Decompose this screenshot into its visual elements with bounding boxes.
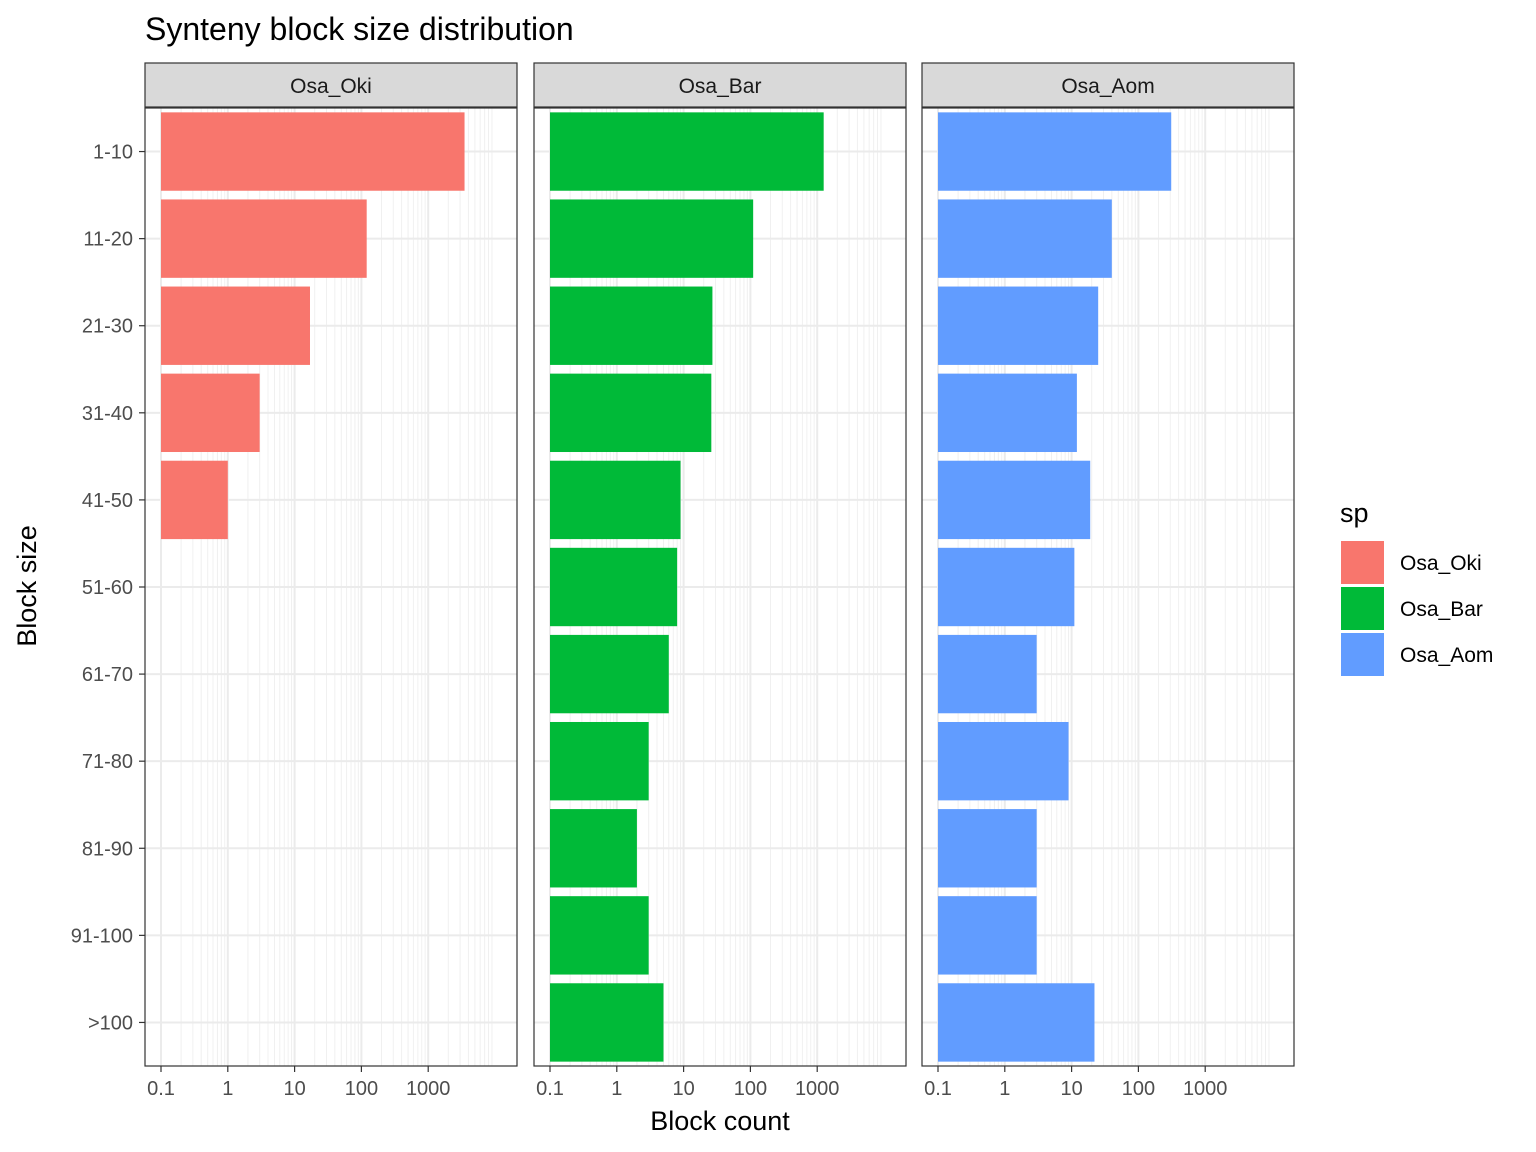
y-axis-title: Block size — [12, 525, 42, 647]
bar-Osa_Bar-61-70 — [550, 634, 669, 714]
y-axis: 1-10 11-20 21-30 31-40 41-50 51-60 61-70 71-80 8… — [71, 142, 145, 1034]
bar-Osa_Bar-21-30 — [550, 286, 713, 365]
bar-Osa_Bar-11-20 — [550, 199, 754, 278]
x-tick-label: 1 — [999, 1078, 1010, 1100]
x-tick-label: 1000 — [795, 1078, 840, 1100]
panel-border — [921, 107, 1295, 1067]
bar-Osa_Bar-91-100 — [550, 896, 649, 975]
y-tick-label: 41-50 — [82, 490, 133, 512]
bar-Osa_Oki-11-20 — [161, 199, 367, 278]
y-tick-label: 1-10 — [93, 142, 133, 164]
facet-strip-label: Osa_Aom — [1061, 75, 1154, 98]
legend-title: sp — [1340, 498, 1369, 528]
legend: sp Osa_Oki Osa_Bar Osa_Aom — [1340, 498, 1493, 676]
y-tick-label: 91-100 — [71, 925, 133, 947]
y-tick-label: 81-90 — [82, 838, 133, 860]
y-tick-label: >100 — [88, 1012, 133, 1034]
bar-Osa_Aom-71-80 — [938, 721, 1069, 801]
bar-Osa_Oki-21-30 — [161, 286, 310, 365]
x-tick-label: 0.1 — [536, 1078, 564, 1100]
panel-Osa_Bar: Osa_Bar 0.1 1 10 100 1000 — [533, 62, 907, 1100]
legend-label-Osa_Oki: Osa_Oki — [1400, 552, 1482, 575]
x-tick-label: 1 — [222, 1078, 233, 1100]
bar-Osa_Bar-31-40 — [550, 373, 712, 453]
x-tick-label: 100 — [1122, 1078, 1155, 1100]
bar-Osa_Bar-81-90 — [550, 809, 637, 888]
legend-label-Osa_Bar: Osa_Bar — [1400, 598, 1483, 621]
bar-Osa_Bar-41-50 — [550, 460, 681, 540]
legend-swatch-Osa_Aom — [1341, 633, 1384, 676]
facet-strip — [533, 62, 907, 108]
x-tick-label: 100 — [345, 1078, 378, 1100]
y-tick-label: 71-80 — [82, 751, 133, 773]
legend-label-Osa_Aom: Osa_Aom — [1400, 644, 1493, 667]
bar-Osa_Bar-1-10 — [550, 112, 824, 191]
bar-Osa_Aom-31-40 — [938, 373, 1077, 453]
chart-title: Synteny block size distribution — [145, 11, 574, 47]
bar-Osa_Oki-1-10 — [161, 112, 465, 191]
panel-Osa_Aom: Osa_Aom 0.1 1 10 100 1000 — [921, 62, 1295, 1100]
legend-swatch-Osa_Oki — [1341, 541, 1384, 584]
x-tick-label: 1000 — [1183, 1078, 1228, 1100]
panel-border — [533, 107, 907, 1067]
bar-Osa_Bar-71-80 — [550, 721, 649, 801]
panel-Osa_Oki: Osa_Oki 0.1 1 10 100 1000 — [144, 62, 518, 1100]
x-tick-label: 10 — [283, 1078, 305, 1100]
y-tick-label: 21-30 — [82, 316, 133, 338]
bar-Osa_Aom-11-20 — [938, 199, 1112, 278]
x-tick-label: 10 — [672, 1078, 694, 1100]
facet-strip — [921, 62, 1295, 108]
legend-swatch-Osa_Bar — [1341, 587, 1384, 630]
bar-Osa_Bar-51-60 — [550, 547, 678, 627]
bar-Osa_Bar->100 — [550, 983, 664, 1062]
x-tick-label: 1000 — [406, 1078, 451, 1100]
bar-Osa_Aom-41-50 — [938, 460, 1091, 540]
x-tick-label: 0.1 — [147, 1078, 175, 1100]
y-tick-label: 11-20 — [83, 229, 133, 251]
bar-Osa_Aom-81-90 — [938, 809, 1037, 888]
y-tick-label: 61-70 — [82, 664, 133, 686]
bar-Osa_Aom-1-10 — [938, 112, 1172, 191]
x-tick-label: 10 — [1060, 1078, 1082, 1100]
x-axis-title: Block count — [650, 1106, 790, 1136]
y-tick-label: 31-40 — [82, 403, 133, 425]
x-tick-label: 0.1 — [924, 1078, 952, 1100]
facet-strip-label: Osa_Oki — [290, 75, 372, 98]
x-tick-label: 100 — [734, 1078, 767, 1100]
bar-Osa_Oki-41-50 — [161, 460, 228, 540]
bar-Osa_Oki-31-40 — [161, 373, 260, 453]
bar-Osa_Aom-61-70 — [938, 634, 1037, 714]
facet-strip — [144, 62, 518, 108]
bar-Osa_Aom-91-100 — [938, 896, 1037, 975]
bar-Osa_Aom-21-30 — [938, 286, 1099, 365]
bar-Osa_Aom-51-60 — [938, 547, 1075, 627]
facet-strip-label: Osa_Bar — [679, 75, 762, 98]
x-tick-label: 1 — [611, 1078, 622, 1100]
y-tick-label: 51-60 — [82, 577, 133, 599]
bar-Osa_Aom->100 — [938, 983, 1095, 1062]
